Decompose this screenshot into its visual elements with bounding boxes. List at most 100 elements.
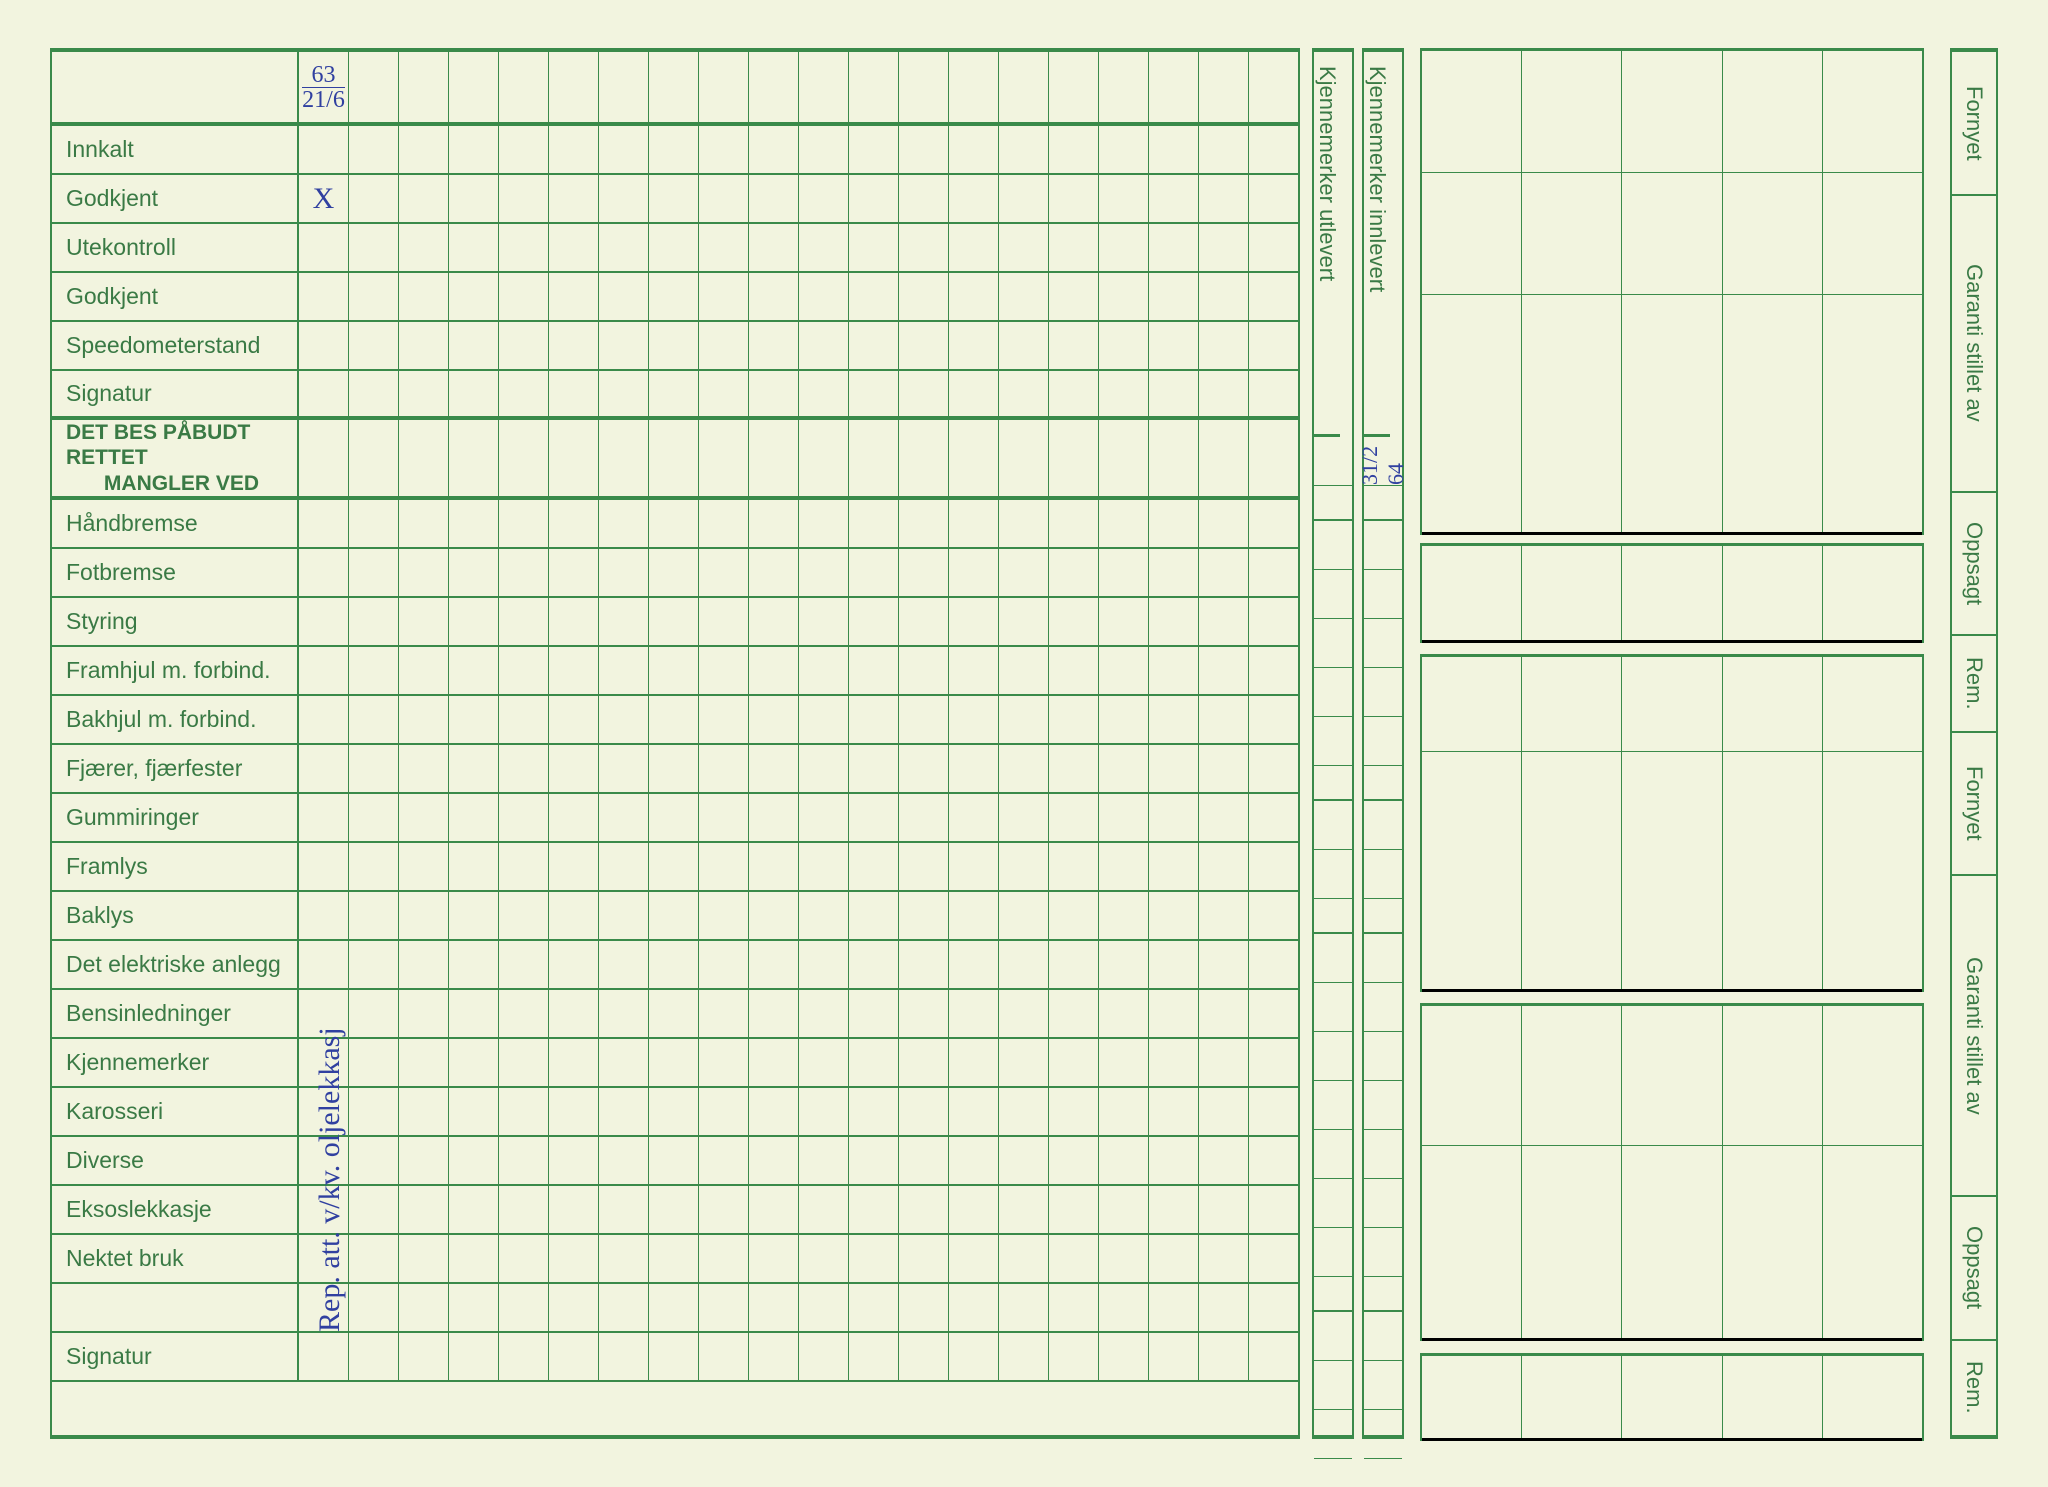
grid-cell: [449, 52, 499, 122]
grid-cell: [449, 1186, 499, 1233]
grid-cell: [1149, 273, 1199, 320]
grid-cell: [699, 843, 749, 890]
kjennemerker-utlevert-col: Kjennemerker utlevert: [1312, 48, 1354, 1439]
grid-cell: [1049, 549, 1099, 596]
grid-cell: [599, 745, 649, 792]
kj-cell: [1314, 1179, 1352, 1228]
mid-cell: [1522, 295, 1622, 532]
grid-cell: [499, 549, 549, 596]
row-diverse: Diverse: [52, 1137, 1298, 1186]
grid-cell: [1049, 1333, 1099, 1380]
grid-cell: [749, 420, 799, 496]
grid-cell: [1149, 126, 1199, 173]
mid-row: [1422, 1356, 1922, 1441]
grid-cell: [949, 892, 999, 939]
mid-cell: [1823, 1146, 1922, 1338]
kj-gap: [1314, 486, 1352, 521]
grid-cell: [649, 598, 699, 645]
row-label: Fotbremse: [52, 549, 299, 596]
row-label: Bakhjul m. forbind.: [52, 696, 299, 743]
grid-cell: [1199, 371, 1249, 416]
grid-cell: [1149, 794, 1199, 841]
grid-cell: [1199, 1284, 1249, 1331]
grid-cell: [399, 1186, 449, 1233]
grid-cell: [449, 892, 499, 939]
grid-cell: [599, 1186, 649, 1233]
row-signatur: Signatur: [52, 1333, 1298, 1382]
grid-cell: [399, 273, 449, 320]
mid-cell: [1723, 1356, 1823, 1438]
grid-cell: [299, 1088, 349, 1135]
grid-cell: [1099, 990, 1149, 1037]
grid-cell: [349, 1235, 399, 1282]
grid-cell: [1149, 941, 1199, 988]
grid-cell: [499, 892, 549, 939]
grid-cell: [899, 322, 949, 369]
grid-cell: [399, 598, 449, 645]
grid-cell: [1049, 990, 1099, 1037]
grid-cell: [1249, 1186, 1298, 1233]
grid-cell: [699, 322, 749, 369]
grid-cell: [749, 1039, 799, 1086]
grid-cell: [749, 990, 799, 1037]
grid-cell: [899, 647, 949, 694]
grid-cell: [299, 647, 349, 694]
grid-cell: [849, 892, 899, 939]
grid-cell: [1099, 126, 1149, 173]
mid-cell: [1522, 1006, 1622, 1145]
grid-cell: [799, 1137, 849, 1184]
grid-cell: [849, 941, 899, 988]
row-label: Innkalt: [52, 126, 299, 173]
section-header-label: DET BES PÅBUDT RETTET MANGLER VED: [52, 420, 299, 496]
kj-gap: [1364, 486, 1402, 521]
mid-cell: [1622, 546, 1722, 640]
grid-cell: [949, 1088, 999, 1135]
grid-cell: [299, 696, 349, 743]
grid-cell: [1099, 843, 1149, 890]
grid-cell: [649, 175, 699, 222]
grid-cell: [499, 1284, 549, 1331]
grid-cell: [299, 745, 349, 792]
grid-cell: [749, 794, 799, 841]
grid-cell: [299, 1333, 349, 1380]
grid-cell: [899, 420, 949, 496]
grid-cell: [399, 500, 449, 547]
grid-cell: [549, 126, 599, 173]
grid-cell: [349, 1284, 399, 1331]
kjennemerker-innlevert-col: Kjennemerker innlevert 31/2 64: [1362, 48, 1404, 1439]
grid-cell: [649, 745, 699, 792]
grid-cell: [899, 224, 949, 271]
grid-cell: [1149, 598, 1199, 645]
grid-cell: [499, 696, 549, 743]
grid-cell: [749, 175, 799, 222]
grid-cell: [1249, 1088, 1298, 1135]
grid-cell: [1099, 892, 1149, 939]
grid-cell: [1099, 371, 1149, 416]
grid-cell: [899, 892, 949, 939]
mid-cell: [1723, 1146, 1823, 1338]
grid-cell: [1249, 1235, 1298, 1282]
grid-cell: [299, 126, 349, 173]
grid-cell: [549, 794, 599, 841]
grid-cell: [949, 745, 999, 792]
grid-cell: [1099, 794, 1149, 841]
grid-cell: [999, 598, 1049, 645]
row-blank: [52, 1284, 1298, 1333]
grid-cell: [449, 126, 499, 173]
grid-cell: [949, 224, 999, 271]
grid-cell: [699, 1333, 749, 1380]
grid-cell: [899, 1039, 949, 1086]
kj-cell: [1364, 1312, 1402, 1361]
grid-cell: [549, 371, 599, 416]
mid-block: [1420, 1353, 1924, 1441]
grid-cell: [999, 371, 1049, 416]
grid-cell: [599, 175, 649, 222]
kj-innlevert-label: Kjennemerker innlevert: [1364, 52, 1390, 437]
grid-cell: [799, 371, 849, 416]
grid-cell: [699, 126, 749, 173]
kj-cell: [1364, 1410, 1402, 1459]
grid-cell: [799, 892, 849, 939]
form-sheet: 6321/6 Innkalt Godkjent X Utekontroll Go…: [50, 48, 1998, 1439]
kj-cell: [1364, 983, 1402, 1032]
row-label: Baklys: [52, 892, 299, 939]
